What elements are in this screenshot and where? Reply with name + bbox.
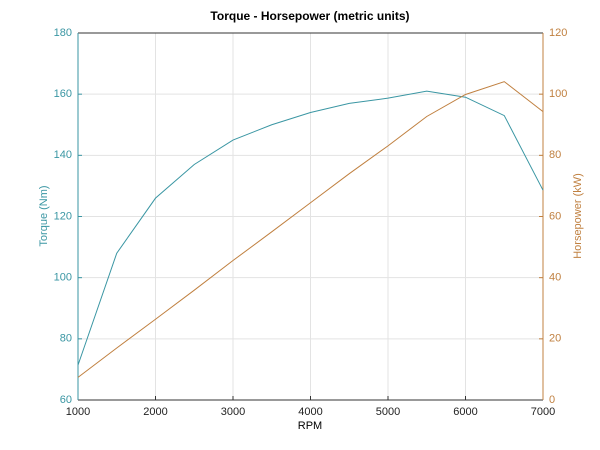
y-tick-label: 80: [60, 333, 72, 345]
y2-tick-label: 80: [549, 149, 561, 161]
x-tick-label: 1000: [66, 406, 90, 418]
y2-tick-label: 100: [549, 88, 567, 100]
x-axis-label: RPM: [298, 420, 322, 432]
y-tick-label: 100: [54, 272, 72, 284]
x-tick-label: 3000: [221, 406, 245, 418]
y2-axis-label: Horsepower (kW): [572, 173, 584, 259]
x-tick-label: 4000: [298, 406, 322, 418]
y-tick-label: 160: [54, 88, 72, 100]
x-tick-label: 6000: [453, 406, 477, 418]
y2-tick-label: 20: [549, 333, 561, 345]
y-tick-label: 60: [60, 394, 72, 406]
y2-tick-label: 60: [549, 210, 561, 222]
line-series: [77, 90, 544, 366]
chart-title: Torque - Horsepower (metric units): [210, 9, 409, 23]
y-tick-label: 140: [54, 149, 72, 161]
y2-tick-label: 120: [549, 27, 567, 39]
x-tick-label: 7000: [531, 406, 555, 418]
x-tick-label: 5000: [376, 406, 400, 418]
line-series: [77, 81, 544, 378]
y-axis-label: Torque (Nm): [38, 185, 50, 246]
y2-tick-label: 40: [549, 272, 561, 284]
y-tick-label: 120: [54, 210, 72, 222]
x-tick-label: 2000: [143, 406, 167, 418]
y-tick-label: 180: [54, 27, 72, 39]
y2-tick-label: 0: [549, 394, 555, 406]
